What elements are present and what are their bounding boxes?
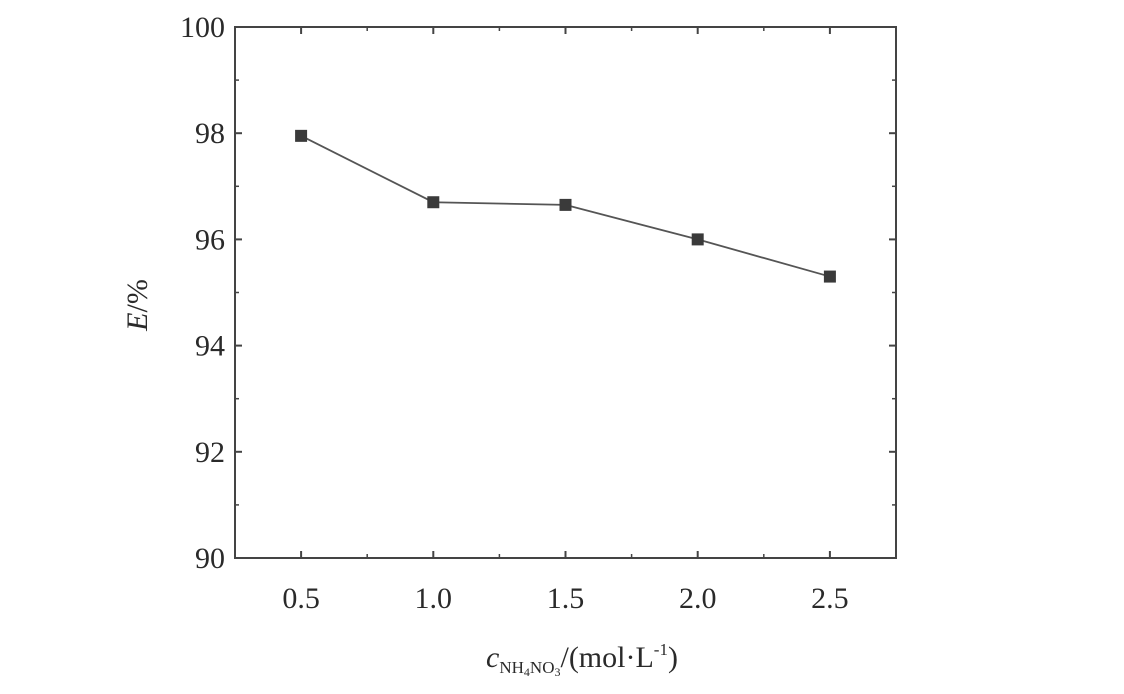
x-tick-labels: 0.5 1.0 1.5 2.0 2.5 (282, 582, 848, 615)
y-tick-label: 100 (180, 11, 225, 44)
data-point (823, 270, 836, 283)
x-axis-title: cNH4NO3/(mol·L-1) (486, 640, 678, 679)
plot-border (234, 26, 897, 559)
y-tick-label: 94 (195, 330, 225, 363)
data-series (295, 129, 836, 283)
x-tick-label: 0.5 (282, 582, 320, 615)
axis-ticks (235, 26, 896, 559)
y-tick-label: 92 (195, 436, 225, 469)
x-tick-label: 1.5 (547, 582, 585, 615)
data-point (295, 129, 308, 142)
y-tick-label: 90 (195, 542, 225, 575)
plot-frame (234, 26, 897, 559)
x-tick-label: 2.5 (811, 582, 849, 615)
x-tick-label: 2.0 (679, 582, 717, 615)
data-point (559, 198, 572, 211)
y-tick-labels: 90 92 94 96 98 100 (180, 11, 225, 575)
data-point (427, 196, 440, 209)
y-tick-label: 98 (195, 117, 225, 150)
y-axis-title: E/% (121, 279, 154, 332)
data-point (691, 233, 704, 246)
y-tick-label: 96 (195, 223, 225, 256)
x-tick-label: 1.0 (415, 582, 453, 615)
